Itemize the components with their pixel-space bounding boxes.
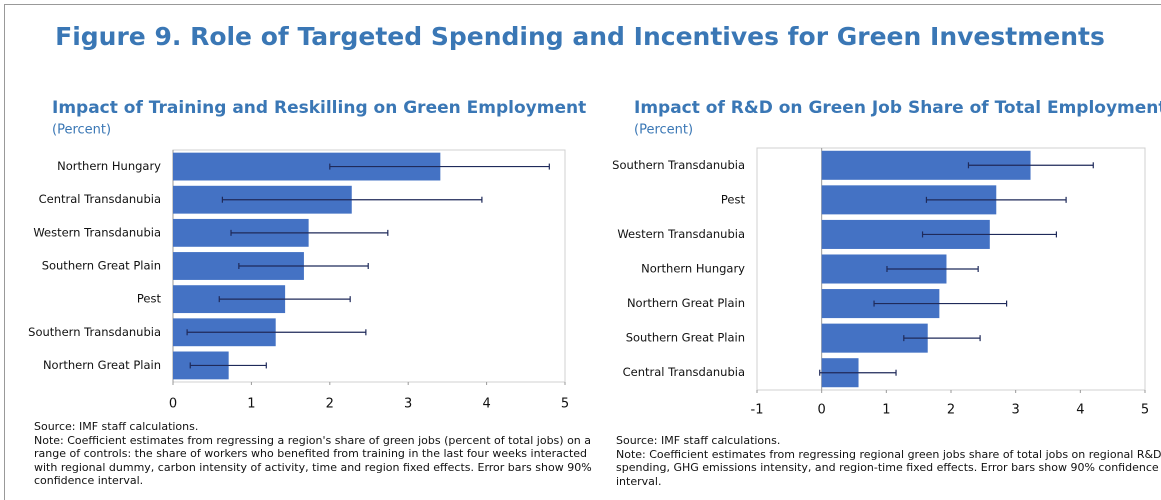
source: Source: IMF staff calculations. — [34, 420, 199, 433]
x-tick-label: 2 — [326, 397, 334, 412]
y-tick-label: Western Transdanubia — [33, 225, 161, 239]
y-tick-label: Northern Hungary — [641, 262, 745, 276]
x-tick-label: 2 — [947, 403, 955, 418]
x-tick-label: 3 — [404, 397, 412, 412]
x-tick-label: 4 — [482, 397, 490, 412]
note: Note: Coefficient estimates from regress… — [34, 433, 592, 488]
figure-title: Figure 9. Role of Targeted Spending and … — [55, 22, 1105, 51]
y-tick-label: Southern Transdanubia — [28, 325, 161, 339]
chart-title: Impact of R&D on Green Job Share of Tota… — [634, 98, 1161, 118]
x-tick-label: 5 — [1141, 403, 1149, 418]
x-tick-label: 1 — [247, 397, 255, 412]
note-block: Source: IMF staff calculations. Note: Co… — [616, 434, 1161, 488]
x-tick-label: -1 — [751, 403, 764, 418]
y-tick-label: Southern Great Plain — [42, 259, 161, 273]
y-tick-label: Pest — [137, 292, 162, 306]
y-tick-label: Central Transdanubia — [39, 192, 161, 206]
chart-subtitle: (Percent) — [634, 123, 693, 138]
note: Note: Coefficient estimates from regress… — [616, 447, 1161, 488]
x-tick-label: 3 — [1012, 403, 1020, 418]
x-tick-label: 4 — [1076, 403, 1084, 418]
frame — [4, 4, 1161, 500]
chart-subtitle: (Percent) — [52, 123, 111, 138]
source: Source: IMF staff calculations. — [616, 434, 781, 447]
x-tick-label: 0 — [169, 397, 177, 412]
y-tick-label: Western Transdanubia — [617, 227, 745, 241]
note-block: Source: IMF staff calculations. Note: Co… — [34, 420, 594, 488]
y-tick-label: Northern Hungary — [57, 159, 161, 173]
chart-title: Impact of Training and Reskilling on Gre… — [52, 98, 586, 118]
y-tick-label: Southern Transdanubia — [612, 158, 745, 172]
y-tick-label: Pest — [721, 192, 746, 206]
x-tick-label: 5 — [561, 397, 569, 412]
y-tick-label: Northern Great Plain — [43, 358, 161, 372]
y-tick-label: Central Transdanubia — [623, 365, 745, 379]
x-tick-label: 0 — [818, 403, 826, 418]
y-tick-label: Northern Great Plain — [627, 296, 745, 310]
y-tick-label: Southern Great Plain — [626, 331, 745, 345]
x-tick-label: 1 — [882, 403, 890, 418]
